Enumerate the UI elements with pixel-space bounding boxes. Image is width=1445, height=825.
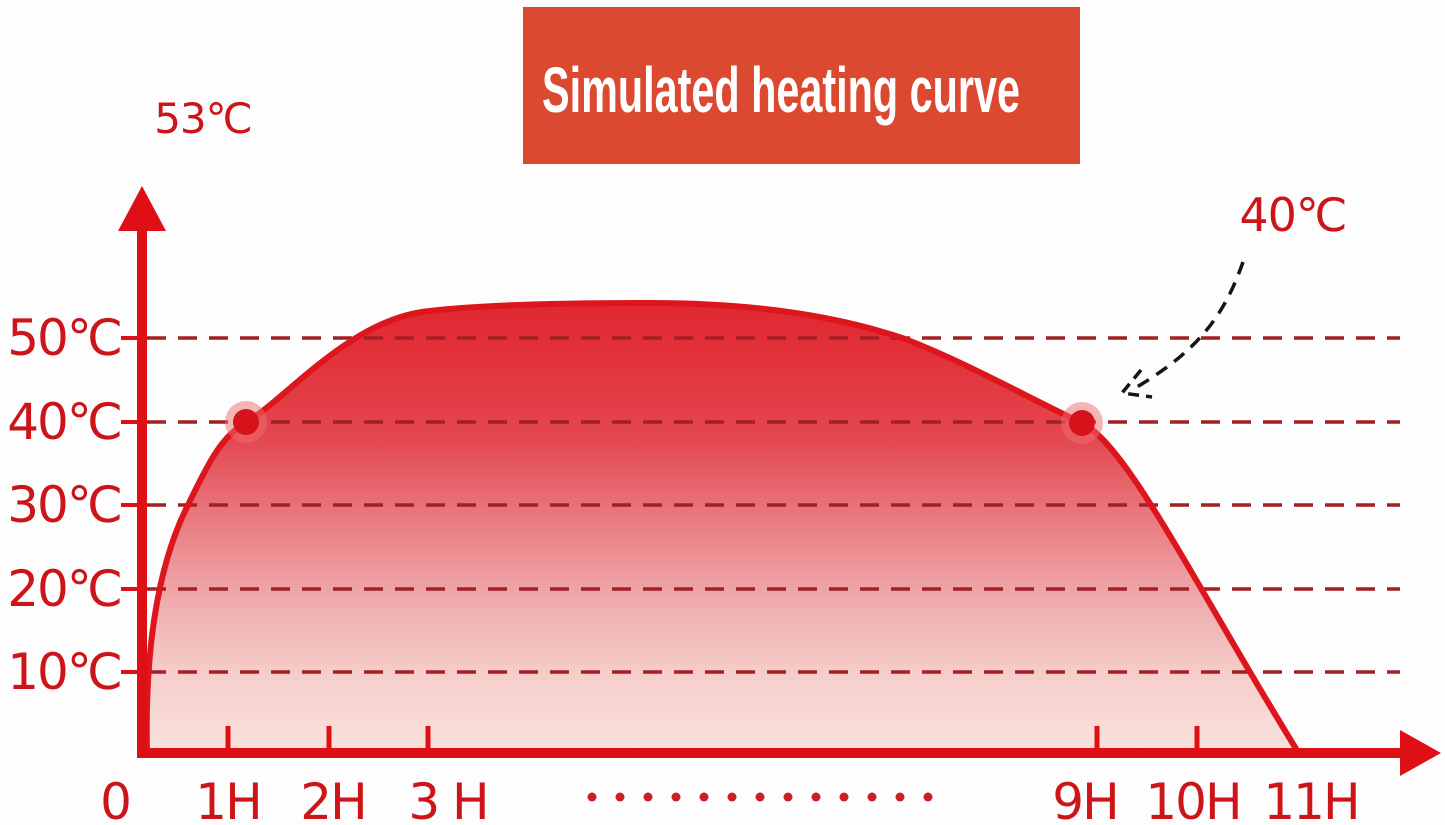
ellipsis-dot — [839, 792, 849, 802]
ellipsis-dot — [587, 792, 597, 802]
chart-title: Simulated heating curve — [542, 54, 1020, 126]
gridlines — [147, 336, 1400, 674]
ellipsis-dot — [783, 792, 793, 802]
x-axis — [137, 726, 1441, 776]
marker-dot — [1069, 410, 1095, 436]
ellipsis-dot — [811, 792, 821, 802]
x-label-3h: 3 H — [408, 773, 487, 825]
y-label-30c: 30℃ — [7, 476, 121, 534]
annotation-arrow-icon — [1129, 261, 1245, 393]
x-label-11h: 11H — [1263, 773, 1358, 825]
annotation-arrowhead-icon — [1118, 368, 1153, 399]
x-label-2h: 2H — [300, 773, 365, 825]
x-axis-arrow-icon — [1400, 730, 1441, 776]
y-axis-ticks — [121, 336, 138, 674]
y-axis-labels: 50℃ 40℃ 30℃ 20℃ 10℃ — [7, 309, 123, 701]
ellipsis-dot — [755, 792, 765, 802]
peak-value-label: 53℃ — [154, 94, 252, 143]
x-label-1h: 1H — [195, 773, 260, 825]
annotation-label: 40℃ — [1239, 188, 1346, 242]
curve-area — [145, 303, 1299, 753]
y-label-20c: 20℃ — [7, 560, 121, 618]
ellipsis-dot — [727, 792, 737, 802]
title-banner: Simulated heating curve — [523, 7, 1080, 164]
y-label-50c: 50℃ — [7, 309, 121, 367]
ellipsis-dot — [923, 792, 933, 802]
title-banner-background — [523, 7, 1080, 164]
x-label-10h: 10H — [1145, 773, 1240, 825]
point-marker-1h-40c — [225, 401, 267, 443]
marker-dot — [233, 409, 259, 435]
x-axis-ticks — [225, 726, 1200, 748]
x-axis-ellipsis-dots — [587, 792, 933, 802]
ellipsis-dot — [699, 792, 709, 802]
annotation-40c: 40℃ — [1118, 188, 1348, 399]
y-label-40c: 40℃ — [7, 393, 121, 451]
ellipsis-dot — [643, 792, 653, 802]
x-axis-labels: 0 1H 2H 3 H 9H 10H 11H — [100, 773, 1361, 825]
y-label-10c: 10℃ — [7, 643, 121, 701]
y-axis — [118, 186, 166, 754]
x-label-9h: 9H — [1052, 773, 1117, 825]
ellipsis-dot — [867, 792, 877, 802]
y-axis-arrow-icon — [118, 186, 166, 231]
ellipsis-dot — [671, 792, 681, 802]
point-marker-9h-40c — [1061, 402, 1103, 444]
ellipsis-dot — [895, 792, 905, 802]
x-label-0: 0 — [100, 773, 130, 825]
y-axis-line — [137, 222, 147, 754]
ellipsis-dot — [615, 792, 625, 802]
x-axis-line — [137, 748, 1405, 758]
